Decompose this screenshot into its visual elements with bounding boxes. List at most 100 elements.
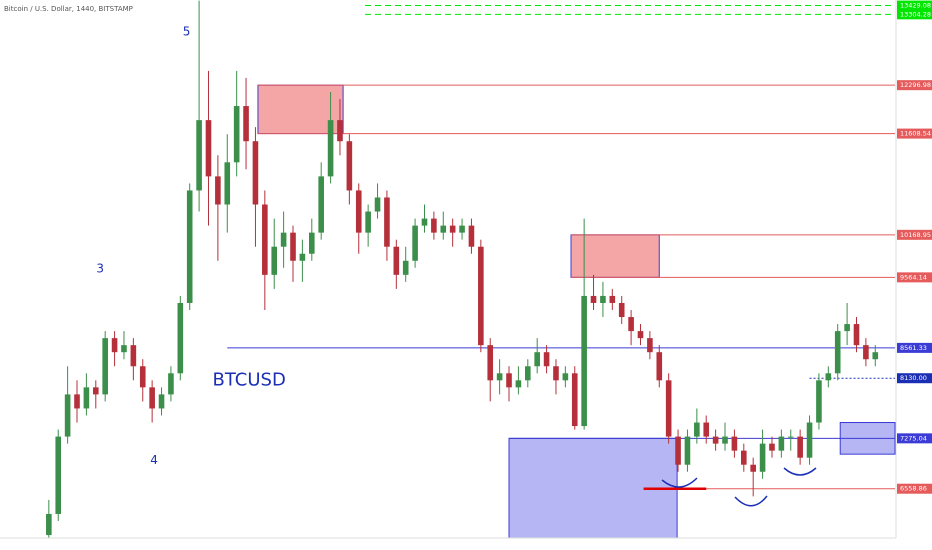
candle-body (694, 422, 700, 437)
level-label: 13304.28 (900, 10, 931, 18)
annotation: 5 (183, 24, 191, 38)
candle-body (83, 387, 90, 409)
candle-body (374, 197, 381, 212)
annotation: BTCUSD (213, 370, 286, 391)
pattern-arc (661, 477, 698, 488)
candle-body (318, 176, 324, 233)
candle-body (703, 422, 710, 437)
level-tag (897, 342, 932, 353)
candle-body (177, 302, 184, 374)
candle-body (290, 232, 296, 261)
candle-body (712, 436, 719, 444)
candle-body (252, 141, 259, 205)
candle-body (139, 366, 146, 388)
level-label: 10168.95 (900, 231, 931, 239)
level-tag (897, 80, 932, 91)
candle-body (449, 225, 456, 233)
candle-body (186, 190, 193, 303)
candle-body (769, 443, 775, 451)
annotation: 3 (96, 262, 104, 276)
candle-body (806, 422, 813, 458)
candle-body (778, 436, 785, 451)
candle-body (515, 380, 522, 388)
level-tag (897, 433, 932, 444)
candle-body (158, 394, 165, 409)
candle-body (337, 120, 343, 142)
zone-box (570, 234, 660, 278)
candle-body (130, 345, 137, 367)
candle-body (740, 450, 747, 465)
level-tag (897, 373, 932, 384)
candle-body (863, 345, 869, 360)
level-tag (897, 483, 932, 494)
chart-title: Bitcoin / U.S. Dollar, 1440, BITSTAMP (4, 5, 133, 13)
candle-body (825, 373, 832, 381)
candle-body (609, 295, 616, 303)
candle-body (412, 225, 418, 261)
candle-body (271, 246, 278, 275)
candle-body (656, 352, 663, 381)
candle-body (553, 366, 559, 381)
candle-body (581, 295, 587, 427)
level-label: 7275.04 (900, 434, 927, 442)
pattern-arc (734, 495, 768, 507)
candle-body (74, 394, 80, 409)
level-label: 11608.54 (900, 130, 931, 138)
candle-body (844, 324, 850, 332)
level-label: 8561.33 (900, 344, 927, 352)
level-tag (897, 9, 932, 20)
candle-body (365, 211, 371, 233)
level-tag (897, 0, 932, 11)
candle-body (524, 366, 531, 381)
candle-body (571, 373, 578, 427)
candle-body (205, 120, 212, 177)
candle-body (393, 246, 400, 275)
level-label: 12296.98 (900, 81, 931, 89)
candle-body (816, 380, 822, 423)
level-label: 6558.86 (900, 485, 927, 493)
candle-body (92, 387, 99, 395)
candle-body (384, 197, 390, 247)
candle-body (431, 218, 437, 233)
candle-body (534, 352, 540, 367)
candle-body (543, 352, 550, 367)
candle-body (233, 106, 240, 163)
candle-body (459, 225, 465, 233)
candle-body (562, 373, 569, 381)
candle-body (647, 338, 653, 353)
candle-body (600, 295, 606, 303)
candle-body (496, 373, 503, 381)
candle-body (262, 204, 268, 275)
level-tag (897, 128, 932, 139)
level-label: 9564.14 (900, 273, 927, 281)
candle-body (853, 324, 860, 346)
candle-body (628, 317, 634, 332)
candle-body (618, 302, 625, 318)
candle-body (121, 345, 127, 353)
annotation: 4 (150, 453, 158, 467)
candle-body (64, 394, 71, 437)
candle-body (684, 436, 691, 465)
candle-body (487, 345, 494, 381)
candle-body (168, 373, 174, 395)
candle-body (299, 253, 306, 261)
candle-body (665, 380, 672, 437)
candle-body (280, 232, 287, 247)
candle-body (102, 338, 108, 395)
candle-body (346, 141, 353, 191)
level-tag (897, 229, 932, 240)
candle-body (308, 232, 315, 254)
level-tag (897, 272, 932, 283)
candle-body (243, 106, 249, 142)
candle-body (722, 436, 728, 444)
pattern-arc (783, 467, 817, 476)
candle-body (590, 295, 597, 303)
candle-body (759, 443, 766, 472)
candle-body (355, 190, 362, 233)
candle-body (421, 218, 428, 226)
candle-body (675, 436, 681, 465)
level-label: 13429.08 (900, 2, 931, 10)
candle-body (111, 338, 118, 353)
candle-body (637, 331, 644, 339)
